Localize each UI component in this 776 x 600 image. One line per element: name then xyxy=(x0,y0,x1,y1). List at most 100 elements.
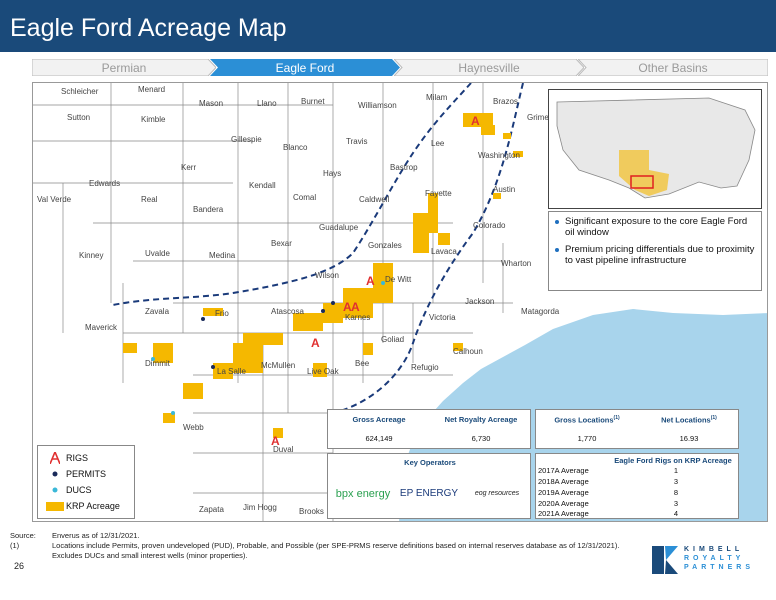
page-number: 26 xyxy=(14,561,25,571)
operator-logo-eog: eog resources xyxy=(474,490,520,497)
svg-text:A: A xyxy=(351,300,360,314)
county-label: Bastrop xyxy=(390,163,418,172)
county-label: Dimmit xyxy=(145,359,170,368)
county-label: Duval xyxy=(273,445,294,454)
net-locations-label: Net Locations xyxy=(661,415,711,425)
rig-year: 2020A Average xyxy=(538,499,589,508)
county-label: Brazos xyxy=(493,97,518,106)
county-label: Wilson xyxy=(315,271,340,280)
tab-label: Permian xyxy=(101,60,147,75)
county-label: Refugio xyxy=(411,363,439,372)
callout-text: Premium pricing differentials due to pro… xyxy=(565,244,755,266)
footnote-ref: (1) xyxy=(710,415,717,421)
county-label: Kimble xyxy=(141,115,166,124)
county-label: McMullen xyxy=(261,361,296,370)
callout-bullet: Significant exposure to the core Eagle F… xyxy=(555,216,755,238)
county-label: Bandera xyxy=(193,205,224,214)
county-label: Jim Hogg xyxy=(243,503,277,512)
county-label: De Witt xyxy=(385,275,412,284)
gross-acreage-header: Gross Acreage xyxy=(352,415,406,424)
map-legend: RIGS PERMITS DUCS KRP Acreage xyxy=(37,445,135,519)
net-locations-value: 16.93 xyxy=(679,434,699,443)
county-label: Maverick xyxy=(85,323,118,332)
acreage-swatch-icon xyxy=(44,501,66,511)
page-header: Eagle Ford Acreage Map xyxy=(0,0,776,52)
county-label: Grimes xyxy=(527,113,553,122)
highlights-callout: Significant exposure to the core Eagle F… xyxy=(548,211,762,291)
operator-logo-ep: EP ENERGY xyxy=(399,488,459,499)
note-label: (1) xyxy=(10,541,20,550)
legend-label: PERMITS xyxy=(66,469,107,479)
county-label: Zapata xyxy=(199,505,224,514)
county-label: Williamson xyxy=(358,101,397,110)
legend-label: RIGS xyxy=(66,453,89,463)
county-label: Gillespie xyxy=(231,135,262,144)
logo-line: ROYALTY xyxy=(684,555,745,562)
tab-other-basins[interactable]: Other Basins xyxy=(578,59,768,76)
county-label: Matagorda xyxy=(521,307,560,316)
county-label: Mason xyxy=(199,99,224,108)
gross-acreage-value: 624,149 xyxy=(365,434,393,443)
county-label: Colorado xyxy=(473,221,506,230)
county-label: Schleicher xyxy=(61,87,99,96)
county-label: Gonzales xyxy=(368,241,402,250)
county-label: Atascosa xyxy=(271,307,304,316)
county-label: Karnes xyxy=(345,313,371,322)
us-map-icon xyxy=(556,97,756,199)
county-label: Webb xyxy=(183,423,204,432)
page-title: Eagle Ford Acreage Map xyxy=(10,14,287,42)
legend-item-permits: PERMITS xyxy=(44,466,128,482)
basin-tabs: Permian Eagle Ford Haynesville Other Bas… xyxy=(32,59,768,76)
bullet-icon xyxy=(555,248,559,252)
tab-permian[interactable]: Permian xyxy=(32,59,216,76)
gross-locations-value: 1,770 xyxy=(577,434,597,443)
legend-label: DUCS xyxy=(66,485,92,495)
rigs-table: Eagle Ford Rigs on KRP Acreage 2017A Ave… xyxy=(535,453,739,519)
county-label: Guadalupe xyxy=(319,223,359,232)
legend-label: KRP Acreage xyxy=(66,501,120,511)
svg-text:A: A xyxy=(366,274,375,288)
rig-year: 2021A Average xyxy=(538,509,589,518)
source-label: Source: xyxy=(10,531,36,540)
county-label: Live Oak xyxy=(307,367,339,376)
tab-eagle-ford[interactable]: Eagle Ford xyxy=(210,59,400,76)
county-label: Fayette xyxy=(425,189,452,198)
county-label: Kerr xyxy=(181,163,197,172)
county-label: Hays xyxy=(323,169,342,178)
tab-label: Other Basins xyxy=(638,60,708,75)
county-label: Llano xyxy=(257,99,277,108)
svg-text:A: A xyxy=(271,434,280,448)
net-royalty-value: 6,730 xyxy=(471,434,491,443)
legend-item-ducs: DUCS xyxy=(44,482,128,498)
county-label: Real xyxy=(141,195,158,204)
callout-bullet: Premium pricing differentials due to pro… xyxy=(555,244,755,266)
logo-line: PARTNERS xyxy=(684,564,754,571)
gross-locations-header: Gross Locations(1) xyxy=(536,415,638,425)
us-inset-map xyxy=(548,89,762,209)
rig-count: 1 xyxy=(673,466,679,475)
county-label: Victoria xyxy=(429,313,456,322)
duc-dot-icon xyxy=(44,487,66,493)
county-label: Kinney xyxy=(79,251,104,260)
footnote-ref: (1) xyxy=(613,415,620,421)
county-label: Val Verde xyxy=(37,195,72,204)
operators-box: Key Operators bpx energy EP ENERGY eog r… xyxy=(327,453,531,519)
operator-logo-bpx: bpx energy xyxy=(335,488,391,500)
legend-item-acreage: KRP Acreage xyxy=(44,498,128,514)
rig-icon xyxy=(44,452,66,464)
rig-year: 2017A Average xyxy=(538,466,589,475)
rig-year: 2019A Average xyxy=(538,488,589,497)
county-label: Edwards xyxy=(89,179,121,188)
svg-text:A: A xyxy=(471,114,480,128)
rig-count: 4 xyxy=(673,509,679,518)
county-label: Caldwell xyxy=(359,195,390,204)
county-label: La Salle xyxy=(217,367,246,376)
county-label: Jackson xyxy=(465,297,495,306)
rig-count: 3 xyxy=(673,477,679,486)
county-label: Lavaca xyxy=(431,247,457,256)
svg-text:A: A xyxy=(311,336,320,350)
county-label: Lee xyxy=(431,139,445,148)
svg-text:A: A xyxy=(343,300,352,314)
tab-haynesville[interactable]: Haynesville xyxy=(394,59,584,76)
